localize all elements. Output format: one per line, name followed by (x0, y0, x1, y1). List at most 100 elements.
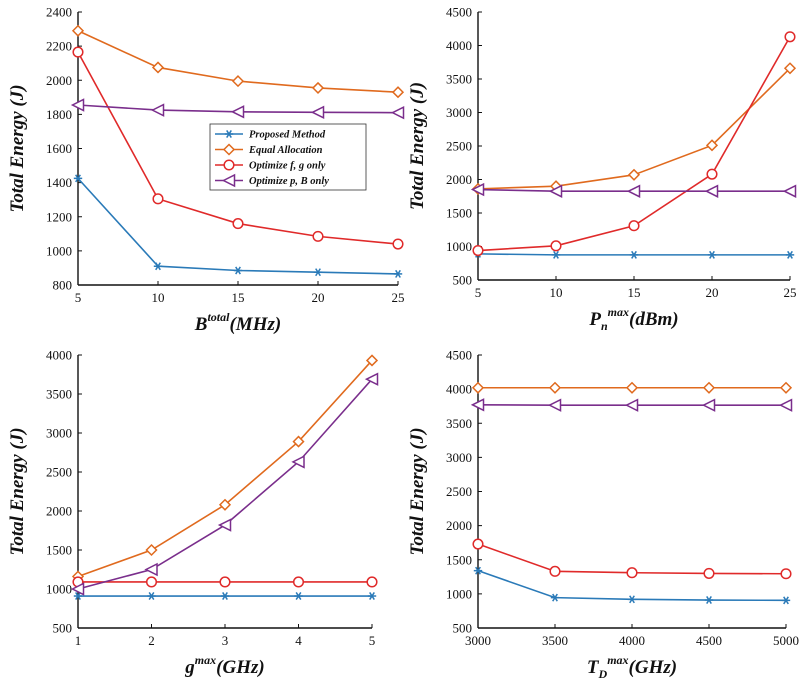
data-point (310, 105, 325, 120)
legend-entry-optfg: Optimize f, g only (215, 159, 326, 172)
data-point (391, 86, 405, 99)
legend-label: Proposed Method (249, 130, 326, 141)
x-label-sub: n (601, 319, 608, 333)
y-tick-label: 1500 (46, 543, 72, 558)
legend-marker (224, 130, 234, 138)
y-axis-label: Total Energy (J) (7, 84, 28, 212)
x-tick-label: 4000 (619, 633, 645, 648)
y-tick-label: 4500 (446, 348, 472, 363)
series-line (77, 378, 373, 590)
data-point (147, 592, 156, 600)
data-point (311, 81, 325, 94)
legend-entry-proposed: Proposed Method (215, 130, 326, 141)
x-tick-label: 20 (312, 290, 325, 305)
series-equal (471, 381, 793, 394)
x-tick-label: 2 (148, 633, 155, 648)
x-tick-label: 5 (369, 633, 376, 648)
y-tick-label: 1800 (46, 107, 72, 122)
data-point (151, 61, 165, 74)
x-tick-label: 1 (75, 633, 82, 648)
y-axis-label: Total Energy (J) (407, 427, 428, 555)
data-point (390, 105, 405, 120)
data-point (705, 139, 719, 152)
y-tick-label: 1500 (446, 206, 472, 221)
y-tick-label: 3500 (46, 387, 72, 402)
data-point (472, 244, 484, 257)
x-tick-label: 5 (475, 285, 482, 300)
x-tick-label: 5 (75, 290, 82, 305)
y-tick-label: 4500 (446, 5, 472, 20)
y-tick-label: 2000 (46, 504, 72, 519)
series-line (477, 36, 791, 252)
x-label-sup: max (607, 653, 628, 667)
series-line (77, 359, 373, 578)
data-point (701, 398, 716, 412)
data-point (627, 595, 637, 604)
x-label-unit: (dBm) (629, 309, 679, 330)
data-point (549, 565, 561, 577)
x-label-unit: (GHz) (629, 657, 678, 678)
data-point (71, 24, 85, 37)
series-optfg (472, 538, 792, 580)
data-point (783, 62, 797, 75)
data-point (706, 168, 718, 180)
y-tick-label: 500 (453, 621, 473, 636)
legend: Proposed Method Equal Allocation Optimize … (209, 123, 367, 191)
x-axis-label: Btotal(MHz) (194, 310, 281, 335)
series-equal (471, 62, 797, 195)
series-optpb (70, 98, 405, 120)
panel-3: 500 1000 1500 2000 2500 3000 3500 4000 1 2 3 4 5 Tota… (7, 348, 379, 678)
x-tick-label: 15 (232, 290, 245, 305)
data-point (73, 592, 83, 600)
data-point (312, 230, 324, 242)
data-point (548, 381, 562, 394)
data-point (145, 543, 158, 557)
legend-entry-optpb: Optimize p, B only (215, 173, 329, 188)
data-point (230, 105, 245, 119)
y-tick-label: 1000 (46, 243, 72, 258)
y-tick-label: 2500 (446, 139, 472, 154)
x-tick-label: 20 (706, 285, 719, 300)
y-tick-label: 1600 (46, 141, 72, 156)
y-tick-label: 4000 (46, 348, 72, 363)
data-point (628, 220, 640, 232)
legend-marker (221, 173, 236, 188)
x-tick-label: 3 (222, 633, 229, 648)
x-label-sup: max (195, 653, 216, 667)
y-tick-label: 3500 (446, 416, 472, 431)
series-proposed (73, 592, 377, 600)
data-point (780, 568, 792, 580)
series-equal (71, 354, 379, 583)
series-optfg (72, 576, 378, 588)
data-point (153, 262, 163, 271)
data-point (73, 174, 83, 183)
data-point (219, 576, 231, 588)
x-label-sup: max (608, 305, 629, 319)
series-optpb (470, 398, 793, 412)
legend-entry-equal: Equal Allocation (215, 143, 323, 156)
legend-label: Optimize f, g only (249, 161, 326, 172)
data-point (393, 269, 403, 278)
data-point (778, 398, 793, 412)
x-tick-label: 15 (628, 285, 641, 300)
data-point (627, 168, 641, 181)
x-tick-label: 5000 (773, 633, 799, 648)
legend-label: Optimize p, B only (249, 176, 329, 187)
data-point (145, 576, 158, 588)
legend-marker (223, 159, 235, 171)
x-tick-label: 25 (392, 290, 405, 305)
x-axis-label: gmax(GHz) (184, 653, 264, 678)
data-point (785, 250, 795, 259)
y-tick-label: 1200 (46, 209, 72, 224)
data-point (392, 238, 404, 250)
series-proposed (473, 566, 791, 605)
y-tick-label: 4000 (446, 382, 472, 397)
legend-box (209, 123, 367, 191)
panel-1: 800 1000 1200 1400 1600 1800 2000 2200 2400 5 10 15… (7, 5, 405, 336)
data-point (703, 567, 715, 579)
y-tick-label: 3000 (446, 105, 472, 120)
y-tick-label: 3000 (446, 450, 472, 465)
data-point (473, 566, 483, 575)
data-point (547, 398, 562, 412)
